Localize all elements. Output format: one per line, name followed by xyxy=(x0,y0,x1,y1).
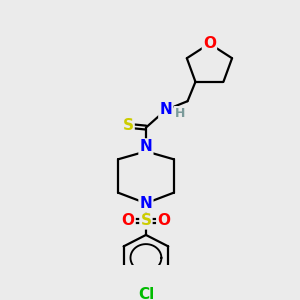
Text: O: O xyxy=(122,213,135,228)
Text: S: S xyxy=(123,118,134,133)
Text: N: N xyxy=(140,196,152,211)
Text: N: N xyxy=(140,140,152,154)
Text: S: S xyxy=(140,213,152,228)
Text: O: O xyxy=(157,213,170,228)
Text: O: O xyxy=(203,36,216,51)
Text: N: N xyxy=(159,103,172,118)
Text: H: H xyxy=(174,107,185,120)
Text: Cl: Cl xyxy=(138,287,154,300)
